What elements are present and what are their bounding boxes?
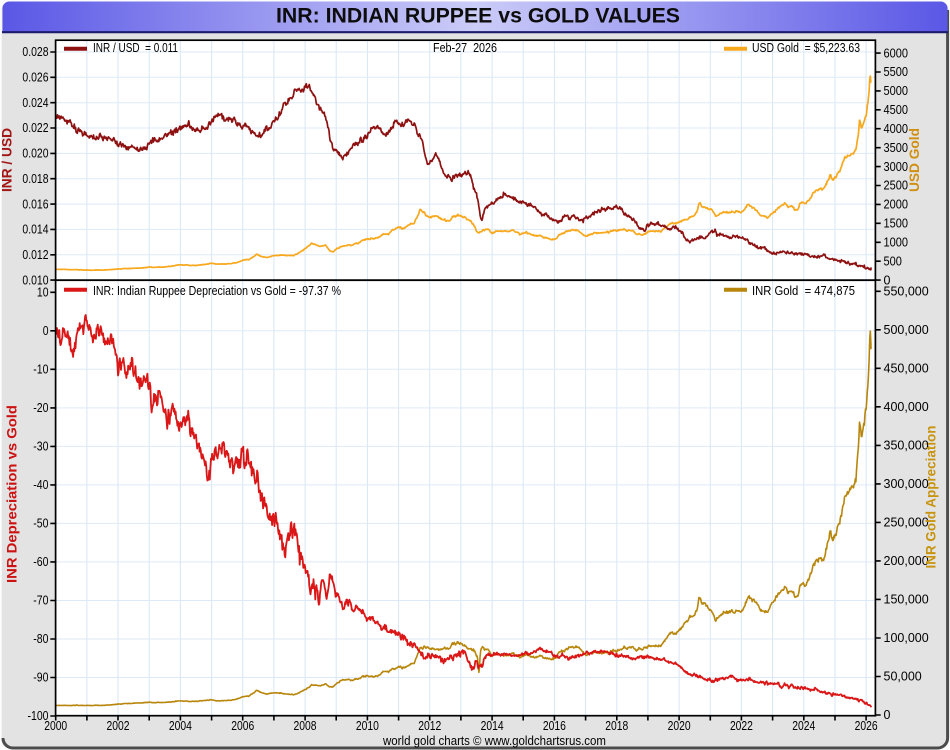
svg-text:5500: 5500 bbox=[884, 65, 909, 79]
svg-text:0.022: 0.022 bbox=[22, 121, 48, 135]
svg-text:2500: 2500 bbox=[884, 179, 909, 193]
svg-text:-40: -40 bbox=[33, 478, 48, 492]
svg-text:2014: 2014 bbox=[481, 719, 504, 733]
svg-text:2004: 2004 bbox=[169, 719, 192, 733]
svg-text:-70: -70 bbox=[33, 594, 48, 608]
svg-text:550,000: 550,000 bbox=[884, 284, 929, 298]
svg-text:0: 0 bbox=[884, 273, 891, 287]
svg-text:0.016: 0.016 bbox=[22, 197, 48, 211]
svg-text:250,000: 250,000 bbox=[884, 516, 929, 530]
svg-text:2006: 2006 bbox=[231, 719, 254, 733]
svg-text:300,000: 300,000 bbox=[884, 477, 929, 491]
svg-text:-90: -90 bbox=[33, 671, 48, 685]
svg-text:INR: Indian Ruppee Depreciatio: INR: Indian Ruppee Depreciation vs Gold … bbox=[93, 284, 341, 298]
svg-text:2022: 2022 bbox=[730, 719, 753, 733]
svg-text:INR Depreciation vs Gold: INR Depreciation vs Gold bbox=[5, 405, 20, 583]
svg-text:150,000: 150,000 bbox=[884, 593, 929, 607]
svg-text:-20: -20 bbox=[33, 401, 48, 415]
svg-text:2000: 2000 bbox=[884, 198, 909, 212]
svg-text:INR / USD: INR / USD bbox=[0, 128, 15, 192]
svg-text:USD Gold = $5,223.63: USD Gold = $5,223.63 bbox=[752, 41, 860, 55]
svg-text:3500: 3500 bbox=[884, 141, 909, 155]
svg-text:10: 10 bbox=[37, 286, 49, 300]
svg-text:2026: 2026 bbox=[855, 719, 878, 733]
svg-text:50,000: 50,000 bbox=[884, 670, 922, 684]
svg-text:-80: -80 bbox=[33, 632, 48, 646]
svg-text:100,000: 100,000 bbox=[884, 631, 929, 645]
svg-text:4000: 4000 bbox=[884, 122, 909, 136]
svg-text:2010: 2010 bbox=[356, 719, 379, 733]
svg-text:2000: 2000 bbox=[44, 719, 67, 733]
svg-text:USD Gold: USD Gold bbox=[907, 128, 922, 192]
svg-text:0.020: 0.020 bbox=[22, 147, 48, 161]
svg-text:2018: 2018 bbox=[605, 719, 628, 733]
svg-text:2008: 2008 bbox=[294, 719, 317, 733]
svg-text:-50: -50 bbox=[33, 517, 48, 531]
svg-text:0: 0 bbox=[884, 708, 891, 722]
svg-text:450,000: 450,000 bbox=[884, 362, 929, 376]
svg-text:200,000: 200,000 bbox=[884, 554, 929, 568]
svg-text:INR: INDIAN RUPPEE vs GOLD VAL: INR: INDIAN RUPPEE vs GOLD VALUES bbox=[276, 5, 680, 28]
svg-text:400,000: 400,000 bbox=[884, 400, 929, 414]
svg-text:6000: 6000 bbox=[884, 46, 909, 60]
svg-text:world gold charts © www.goldch: world gold charts © www.goldchartsrus.co… bbox=[382, 733, 606, 748]
svg-text:INR Gold = 474,875: INR Gold = 474,875 bbox=[752, 284, 855, 298]
svg-text:0.018: 0.018 bbox=[22, 172, 48, 186]
svg-text:1000: 1000 bbox=[884, 235, 909, 249]
svg-text:0.028: 0.028 bbox=[22, 45, 48, 59]
svg-text:0: 0 bbox=[43, 324, 49, 338]
svg-text:0.012: 0.012 bbox=[22, 248, 48, 262]
svg-text:-10: -10 bbox=[33, 363, 48, 377]
svg-text:0.014: 0.014 bbox=[22, 223, 48, 237]
svg-text:0.026: 0.026 bbox=[22, 71, 48, 85]
svg-text:INR / USD = 0.011: INR / USD = 0.011 bbox=[93, 41, 178, 55]
svg-text:-60: -60 bbox=[33, 555, 48, 569]
svg-text:2002: 2002 bbox=[107, 719, 130, 733]
svg-text:3000: 3000 bbox=[884, 160, 909, 174]
svg-text:2016: 2016 bbox=[543, 719, 566, 733]
svg-text:INR Gold Appreciation: INR Gold Appreciation bbox=[924, 426, 939, 569]
svg-text:0.010: 0.010 bbox=[22, 273, 48, 287]
svg-text:350,000: 350,000 bbox=[884, 439, 929, 453]
svg-text:1500: 1500 bbox=[884, 217, 909, 231]
svg-text:2020: 2020 bbox=[668, 719, 691, 733]
svg-text:500,000: 500,000 bbox=[884, 323, 929, 337]
svg-text:5000: 5000 bbox=[884, 84, 909, 98]
svg-text:-30: -30 bbox=[33, 440, 48, 454]
svg-text:2024: 2024 bbox=[792, 719, 815, 733]
svg-text:2012: 2012 bbox=[418, 719, 441, 733]
svg-text:500: 500 bbox=[884, 254, 902, 268]
svg-text:4500: 4500 bbox=[884, 103, 909, 117]
svg-text:Feb-27 2026: Feb-27 2026 bbox=[433, 41, 497, 55]
svg-text:0.024: 0.024 bbox=[22, 96, 48, 110]
svg-text:-100: -100 bbox=[28, 709, 49, 723]
